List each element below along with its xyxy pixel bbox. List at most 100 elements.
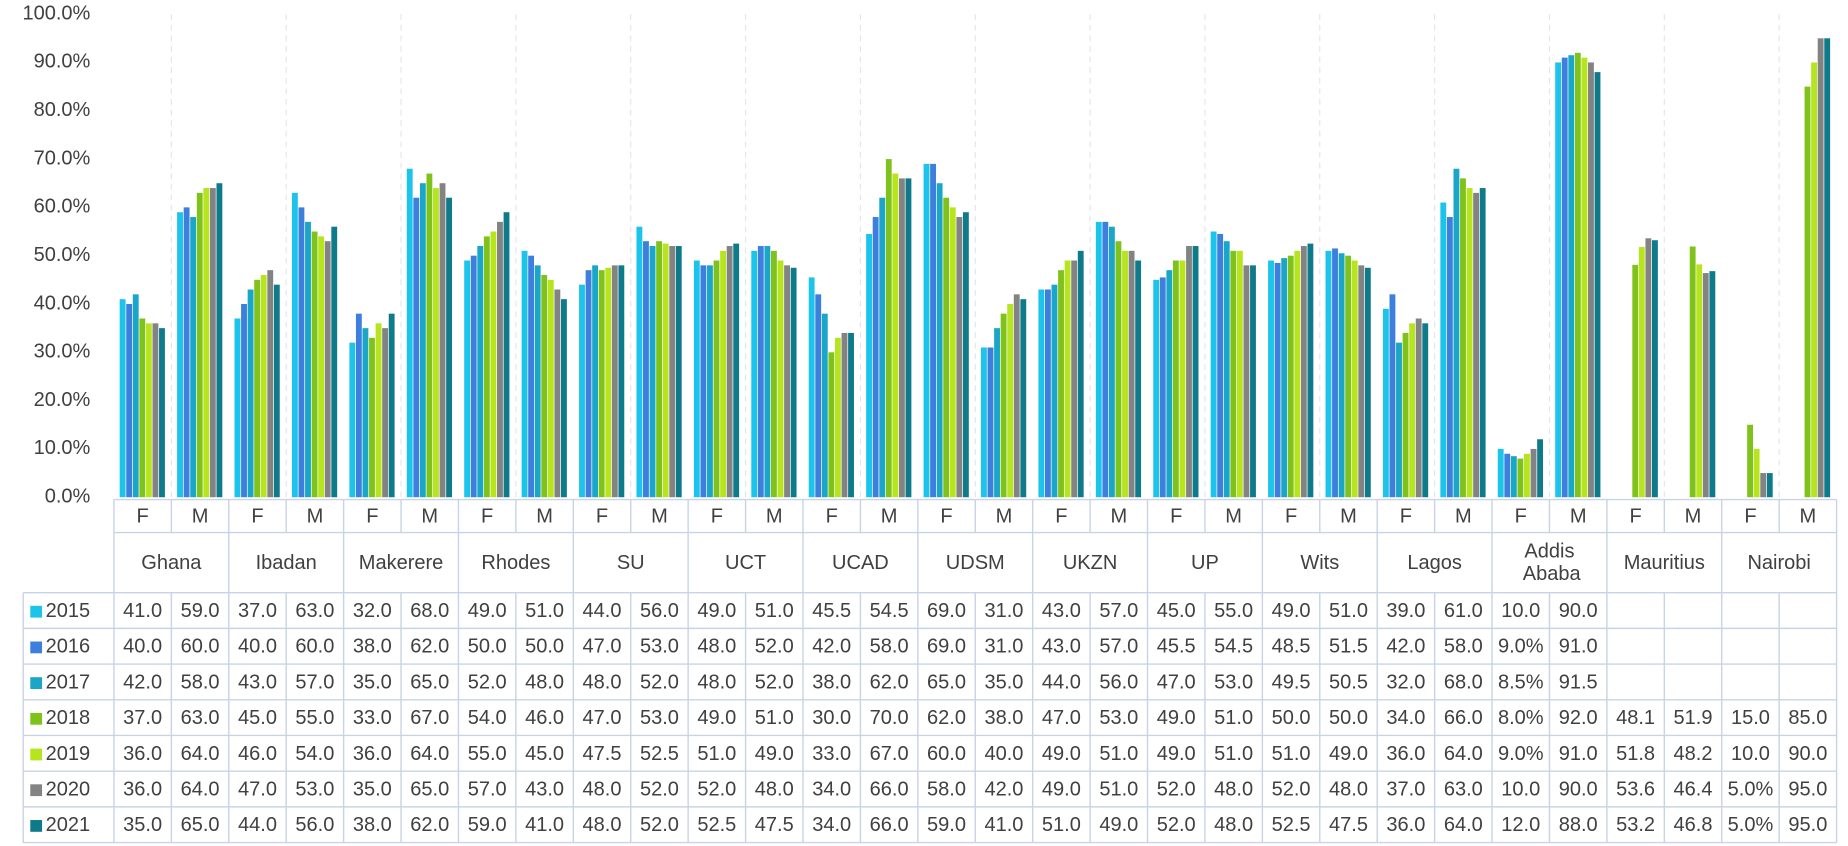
data-table-cell: 53.0 [1099, 707, 1138, 729]
y-tick-label: 20.0% [34, 389, 91, 411]
data-table-cell: 58.0 [181, 671, 220, 693]
data-table-cell: 40.0 [238, 636, 277, 658]
data-table-cell: 60.0 [927, 743, 966, 765]
data-table-cell: 50.0 [468, 636, 507, 658]
data-table-cell: 34.0 [812, 814, 851, 836]
data-table-cell: 51.0 [1099, 779, 1138, 801]
data-table-cell: 47.5 [755, 814, 794, 836]
bar [196, 192, 203, 498]
data-table-cell: 10.0 [1501, 779, 1540, 801]
data-table-cell: 52.0 [1157, 779, 1196, 801]
bar [139, 318, 146, 498]
data-table-cell: 49.0 [1042, 779, 1081, 801]
bar [1166, 270, 1173, 498]
x-tick-label: F [481, 506, 493, 528]
bar [1466, 188, 1473, 498]
bar [636, 226, 643, 498]
bar [1581, 57, 1588, 498]
data-table-cell: 50.0 [525, 636, 564, 658]
data-table-cell: 54.0 [468, 707, 507, 729]
bar [561, 299, 567, 498]
data-table-cell: 8.0% [1498, 707, 1544, 729]
group-label: Lagos [1407, 552, 1462, 574]
bar [808, 277, 815, 498]
bar [726, 246, 733, 498]
bar [879, 197, 886, 498]
bar [1159, 277, 1166, 498]
bar [1638, 246, 1645, 498]
bar [554, 289, 561, 498]
x-tick-label: M [1570, 506, 1587, 528]
data-table-cell: 48.0 [1329, 779, 1368, 801]
bar [1135, 260, 1142, 498]
data-table-cell: 53.2 [1616, 814, 1655, 836]
data-table-cell: 50.0 [1329, 707, 1368, 729]
data-table-cell: 37.0 [123, 707, 162, 729]
bar [497, 221, 503, 498]
group-label: UCT [725, 552, 766, 574]
x-tick-label: F [711, 506, 723, 528]
bar [848, 332, 854, 498]
bar [930, 163, 936, 498]
data-table-cell: 44.0 [583, 600, 622, 622]
group-label: UP [1191, 552, 1219, 574]
bar [1460, 178, 1466, 498]
data-table-cell: 85.0 [1788, 707, 1827, 729]
bar [183, 207, 190, 498]
bar [1652, 240, 1658, 498]
bar [1396, 342, 1402, 498]
data-table-cell: 42.0 [1386, 636, 1425, 658]
bar [815, 294, 822, 498]
bar [1473, 192, 1480, 498]
data-table-cell: 56.0 [1099, 671, 1138, 693]
legend-swatch [30, 820, 43, 832]
data-table-cell: 49.0 [697, 707, 736, 729]
bar [426, 173, 433, 498]
data-table-cell: 48.0 [755, 779, 794, 801]
bar [1243, 265, 1250, 498]
y-tick-label: 60.0% [34, 196, 91, 218]
bar [291, 192, 298, 498]
group-label: UCAD [832, 552, 889, 574]
x-tick-label: F [1170, 506, 1182, 528]
data-table-cell: 56.0 [640, 600, 679, 622]
data-table-cell: 48.1 [1616, 707, 1655, 729]
data-table-cell: 69.0 [927, 600, 966, 622]
data-table-cell: 60.0 [181, 636, 220, 658]
bar [349, 342, 356, 498]
bar [1440, 202, 1447, 498]
bar [1230, 250, 1237, 498]
bar [177, 212, 183, 498]
bar [892, 173, 899, 498]
bar [1300, 246, 1307, 498]
bar [1632, 264, 1639, 498]
bar [1811, 62, 1817, 498]
data-table-cell: 57.0 [1099, 600, 1138, 622]
data-table-cell: 33.0 [812, 743, 851, 765]
data-table-cell: 46.8 [1674, 814, 1713, 836]
bar [1517, 458, 1524, 498]
data-table-cell: 90.0 [1559, 779, 1598, 801]
bar [841, 332, 848, 498]
bar [439, 183, 446, 498]
bar [1524, 453, 1530, 498]
data-table-cell: 49.0 [1272, 600, 1311, 622]
bar [254, 279, 261, 498]
data-table-cell: 46.0 [238, 743, 277, 765]
legend-label: 2017 [46, 671, 91, 693]
x-tick-label: F [251, 506, 263, 528]
data-table-cell: 9.0% [1498, 636, 1544, 658]
bar [1294, 250, 1301, 498]
bar [693, 260, 700, 498]
data-table-cell: 95.0 [1788, 814, 1827, 836]
data-table-cell: 53.6 [1616, 779, 1655, 801]
bar [446, 197, 453, 498]
data-table-cell: 53.0 [295, 779, 334, 801]
data-table-cell: 52.0 [468, 671, 507, 693]
data-table-cell: 51.0 [755, 707, 794, 729]
bar [1128, 250, 1135, 498]
data-table-cell: 90.0 [1559, 600, 1598, 622]
data-table-cell: 51.0 [525, 600, 564, 622]
data-table-cell: 66.0 [870, 814, 909, 836]
bar [1000, 313, 1007, 498]
